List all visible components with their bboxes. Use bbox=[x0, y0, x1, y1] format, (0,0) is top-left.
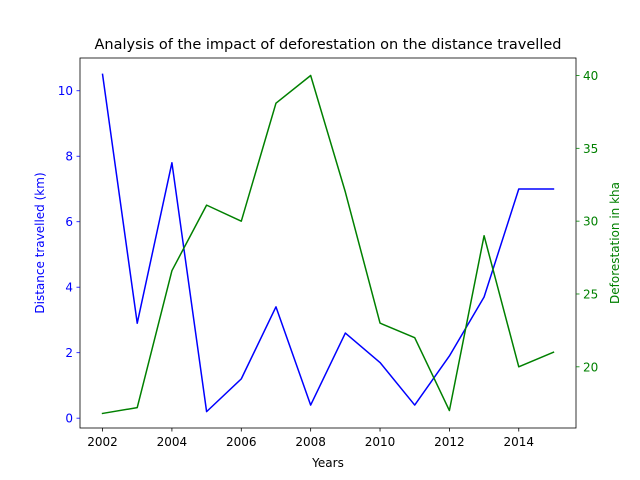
plot-border bbox=[79, 57, 577, 429]
y2-tick-label: 25 bbox=[583, 287, 598, 301]
y-tick-label: 6 bbox=[65, 215, 73, 229]
x-tick-label: 2008 bbox=[295, 435, 326, 449]
y-tick-label: 8 bbox=[65, 150, 73, 164]
y-tick-label: 0 bbox=[65, 412, 73, 426]
y-axis-ticks: 0 2 4 6 8 10 bbox=[58, 84, 80, 426]
y2-axis-title: Deforestation in kha bbox=[608, 182, 622, 304]
y-tick-label: 10 bbox=[58, 84, 73, 98]
plot-frame bbox=[79, 57, 577, 429]
deforestation-series-line bbox=[101, 74, 555, 415]
x-tick-label: 2012 bbox=[434, 435, 465, 449]
y2-tick-label: 20 bbox=[583, 360, 598, 374]
y2-axis-ticks: 20 25 30 35 40 bbox=[576, 69, 598, 374]
chart-title: Analysis of the impact of deforestation … bbox=[95, 37, 562, 53]
x-tick-label: 2006 bbox=[226, 435, 257, 449]
series-layer bbox=[101, 73, 555, 415]
x-tick-label: 2004 bbox=[157, 435, 188, 449]
distance-series-line bbox=[101, 73, 555, 413]
y2-tick-label: 35 bbox=[583, 142, 598, 156]
y-tick-label: 2 bbox=[65, 346, 73, 360]
y-axis-title: Distance travelled (km) bbox=[33, 172, 47, 313]
x-tick-label: 2014 bbox=[503, 435, 534, 449]
x-tick-label: 2010 bbox=[365, 435, 396, 449]
x-tick-label: 2002 bbox=[87, 435, 118, 449]
y2-tick-label: 40 bbox=[583, 69, 598, 83]
y2-tick-label: 30 bbox=[583, 215, 598, 229]
x-axis-title: Years bbox=[311, 456, 344, 470]
y-tick-label: 4 bbox=[65, 281, 73, 295]
x-axis-ticks: 2002 2004 2006 2008 2010 2012 2014 bbox=[87, 428, 534, 449]
